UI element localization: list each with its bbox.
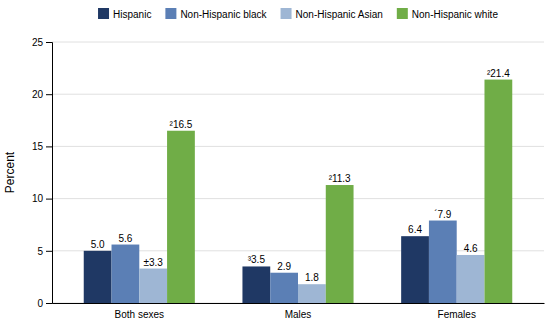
tick-label: 0 [37, 298, 43, 309]
tick-label: Males [285, 309, 312, 320]
axis-title: Percent [3, 151, 17, 193]
legend-label: Non-Hispanic white [412, 9, 499, 20]
tick: 25 [32, 37, 52, 48]
bar [484, 80, 512, 303]
tick-label: 25 [32, 37, 44, 48]
legend-item: Non-Hispanic black [165, 8, 267, 20]
tick-label: Females [438, 309, 476, 320]
bar [326, 185, 354, 303]
bar [167, 131, 195, 303]
tick: 20 [32, 89, 52, 100]
tick: Both sexes [115, 309, 164, 320]
data-label: ³3.5 [248, 254, 266, 265]
tick-label: 5 [37, 246, 43, 257]
bar [139, 269, 167, 303]
legend-item: Non-Hispanic white [397, 8, 499, 20]
data-label: 2.9 [277, 261, 291, 272]
tick-label: 20 [32, 89, 44, 100]
tick-mark [46, 146, 52, 147]
legend-label: Hispanic [113, 9, 151, 20]
grid-line [52, 146, 544, 147]
tick-mark [46, 303, 52, 304]
legend-item: Non-Hispanic Asian [281, 8, 383, 20]
data-label: 6.4 [408, 224, 422, 235]
legend-swatch [281, 8, 292, 19]
y-axis: 0 5 10 15 20 25 [32, 37, 53, 309]
tick-label: 15 [32, 141, 44, 152]
legend-label: Non-Hispanic black [180, 9, 267, 20]
tick-mark [46, 251, 52, 252]
bar [401, 236, 429, 303]
bar [270, 273, 298, 303]
tick: 15 [32, 141, 52, 152]
data-label: ±3.3 [143, 257, 163, 268]
plot: 5.0 ³3.5 6.4 5.6 2.9 ´7.9 ±3.3 1.8 4.6 ²16.5 ²11.3… [32, 37, 545, 320]
data-label: ²16.5 [170, 119, 193, 130]
x-axis: Both sexes Males Females [53, 304, 545, 321]
legend-swatch [98, 8, 109, 19]
tick: Males [285, 309, 312, 320]
legend: Hispanic Non-Hispanic black Non-Hispanic A… [98, 8, 498, 20]
bar [457, 255, 485, 303]
bar [298, 284, 326, 303]
tick: 10 [32, 193, 52, 204]
grid-line [52, 42, 544, 43]
tick: 0 [37, 298, 52, 309]
legend-swatch [165, 8, 176, 19]
tick-mark [46, 94, 52, 95]
tick-mark [46, 42, 52, 43]
data-label: ²11.3 [329, 173, 351, 184]
grid-line [52, 198, 544, 199]
axis-line [53, 303, 545, 304]
bar [112, 245, 140, 303]
data-label: 1.8 [305, 272, 319, 283]
data-label: ²21.4 [487, 68, 510, 79]
tick: 5 [37, 246, 52, 257]
data-label: 5.0 [91, 239, 105, 250]
data-label: 4.6 [464, 243, 478, 254]
bars [84, 80, 513, 303]
axis-line [46, 43, 53, 304]
tick-label: 10 [32, 193, 44, 204]
legend-item: Hispanic [98, 8, 151, 20]
legend-label: Non-Hispanic Asian [296, 9, 383, 20]
bar [429, 221, 457, 303]
bar [84, 251, 112, 303]
legend-swatch [397, 8, 408, 19]
tick-mark [46, 199, 52, 200]
tick-label: Both sexes [115, 309, 164, 320]
series [112, 221, 457, 303]
data-label: ´7.9 [434, 209, 452, 220]
data-labels: 5.0 ³3.5 6.4 5.6 2.9 ´7.9 ±3.3 1.8 4.6 ²16.5 ²11.3… [91, 68, 511, 284]
tick: Females [438, 309, 476, 320]
data-label: 5.6 [118, 233, 132, 244]
chart: 5.0 ³3.5 6.4 5.6 2.9 ´7.9 ±3.3 1.8 4.6 ²16.5 ²11.3… [0, 0, 560, 331]
series [167, 80, 512, 303]
series [84, 236, 429, 303]
bar [242, 266, 270, 303]
grid [52, 42, 544, 303]
grid-line [52, 94, 544, 95]
